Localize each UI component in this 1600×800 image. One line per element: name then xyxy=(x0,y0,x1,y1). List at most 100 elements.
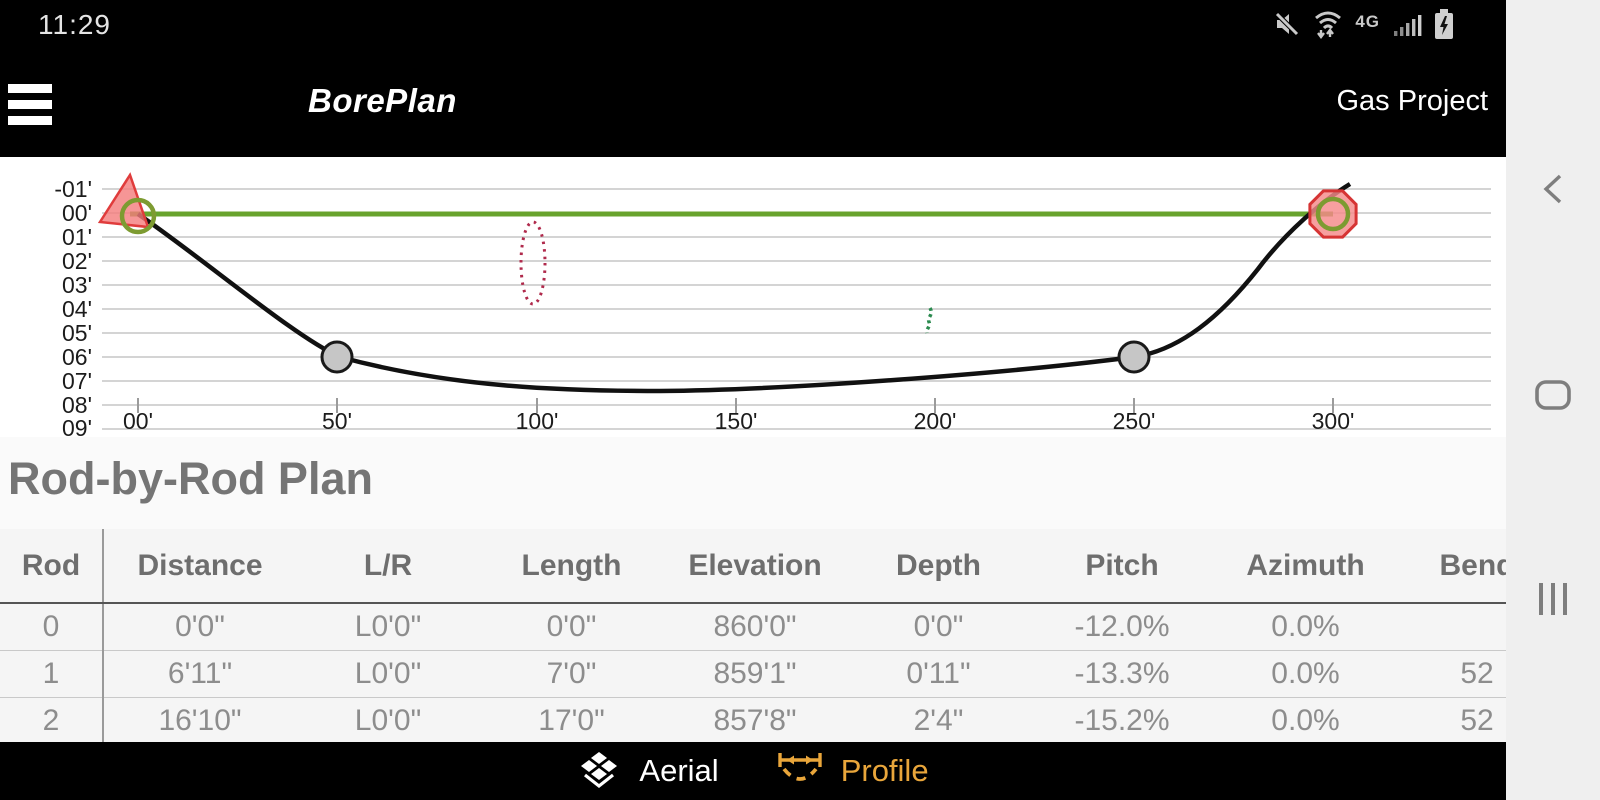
svg-text:03': 03' xyxy=(62,272,92,298)
entry-marker[interactable] xyxy=(97,172,157,235)
cell-pitch: -12.0% xyxy=(1030,603,1214,651)
x-axis-labels: 00' 50' 100' 150' 200' 250' 300' xyxy=(123,408,1354,434)
svg-text:300': 300' xyxy=(1312,408,1355,434)
svg-text:09': 09' xyxy=(62,415,92,437)
back-button[interactable] xyxy=(1506,164,1600,216)
svg-text:100': 100' xyxy=(516,408,559,434)
svg-text:08': 08' xyxy=(62,392,92,418)
col-header-bend: Bend xyxy=(1397,529,1506,604)
cell-length: 17'0" xyxy=(480,697,663,742)
plan-table-wrap[interactable]: Rod Distance L/R Length Elevation Depth … xyxy=(0,529,1506,742)
app-bar: BorePlan Gas Project xyxy=(0,52,1506,157)
exit-marker[interactable] xyxy=(1308,189,1358,239)
cell-lr: L0'0" xyxy=(296,650,480,698)
recents-icon xyxy=(1538,581,1568,620)
x-axis-ticks xyxy=(137,398,1334,413)
obstacle-ellipse[interactable] xyxy=(519,220,547,306)
waypoint-marker-50ft[interactable] xyxy=(320,340,354,374)
svg-text:02': 02' xyxy=(62,248,92,274)
mute-icon xyxy=(1273,10,1301,43)
layers-icon xyxy=(577,748,621,795)
cell-lr: L0'0" xyxy=(296,697,480,742)
cell-elevation: 860'0" xyxy=(663,603,847,651)
cell-bend xyxy=(1397,603,1506,651)
table-row[interactable]: 0 0'0" L0'0" 0'0" 860'0" 0'0" -12.0% 0.0… xyxy=(0,603,1506,651)
cell-depth: 0'11" xyxy=(847,650,1030,698)
entry-ring xyxy=(119,197,157,235)
cell-pitch: -13.3% xyxy=(1030,650,1214,698)
svg-text:00': 00' xyxy=(123,408,153,434)
cell-distance: 0'0" xyxy=(103,603,296,651)
cell-rod: 0 xyxy=(0,603,104,651)
android-nav-bar xyxy=(1506,0,1600,800)
cell-azimuth: 0.0% xyxy=(1214,603,1397,651)
bore-profile-icon xyxy=(777,749,823,794)
cell-rod: 2 xyxy=(0,697,104,742)
cell-elevation: 859'1" xyxy=(663,650,847,698)
chart-gridlines xyxy=(102,188,1491,430)
bore-profile-chart[interactable]: -01' 00' 01' 02' 03' 04' 05' 06' 07' 08'… xyxy=(0,157,1506,437)
col-header-depth: Depth xyxy=(847,529,1030,604)
cell-lr: L0'0" xyxy=(296,603,480,651)
cell-pitch: -15.2% xyxy=(1030,697,1214,742)
cell-length: 0'0" xyxy=(480,603,663,651)
back-icon xyxy=(1543,173,1563,208)
svg-text:00': 00' xyxy=(62,200,92,226)
tab-aerial[interactable]: Aerial xyxy=(577,748,719,795)
col-header-rod: Rod xyxy=(0,529,104,604)
status-icons: 4G xyxy=(1273,8,1454,44)
wifi-icon xyxy=(1313,8,1343,45)
table-row[interactable]: 2 16'10" L0'0" 17'0" 857'8" 2'4" -15.2% … xyxy=(0,697,1506,742)
battery-charging-icon xyxy=(1434,8,1454,45)
cell-distance: 6'11" xyxy=(103,650,296,698)
cell-elevation: 857'8" xyxy=(663,697,847,742)
hamburger-icon xyxy=(8,84,52,93)
tab-profile[interactable]: Profile xyxy=(777,749,929,794)
y-axis-labels: -01' 00' 01' 02' 03' 04' 05' 06' 07' 08'… xyxy=(54,176,92,437)
home-button[interactable] xyxy=(1506,370,1600,422)
cell-rod: 1 xyxy=(0,650,104,698)
obstacle-tick[interactable] xyxy=(925,307,933,334)
col-header-elevation: Elevation xyxy=(663,529,847,604)
status-bar: 11:29 4G xyxy=(0,0,1506,52)
svg-text:04': 04' xyxy=(62,296,92,322)
svg-text:05': 05' xyxy=(62,320,92,346)
cell-length: 7'0" xyxy=(480,650,663,698)
table-row[interactable]: 1 6'11" L0'0" 7'0" 859'1" 0'11" -13.3% 0… xyxy=(0,650,1506,698)
plan-section: Rod-by-Rod Plan Rod Distance L/R Length … xyxy=(0,437,1506,742)
col-header-distance: Distance xyxy=(103,529,296,604)
cell-distance: 16'10" xyxy=(103,697,296,742)
svg-text:01': 01' xyxy=(62,224,92,250)
cell-depth: 2'4" xyxy=(847,697,1030,742)
waypoint-marker-250ft[interactable] xyxy=(1117,340,1151,374)
menu-button[interactable] xyxy=(8,84,54,126)
exit-ring xyxy=(1315,196,1351,232)
table-header-row: Rod Distance L/R Length Elevation Depth … xyxy=(0,529,1506,604)
svg-text:50': 50' xyxy=(322,408,352,434)
svg-text:07': 07' xyxy=(62,368,92,394)
project-name[interactable]: Gas Project xyxy=(1336,85,1489,117)
app-title: BorePlan xyxy=(308,82,457,119)
plan-table: Rod Distance L/R Length Elevation Depth … xyxy=(0,529,1506,742)
recents-button[interactable] xyxy=(1506,574,1600,626)
col-header-azimuth: Azimuth xyxy=(1214,529,1397,604)
col-header-pitch: Pitch xyxy=(1030,529,1214,604)
svg-text:150': 150' xyxy=(715,408,758,434)
cell-depth: 0'0" xyxy=(847,603,1030,651)
cell-bend: 52 xyxy=(1397,697,1506,742)
bottom-tab-bar: Aerial Profile xyxy=(0,742,1506,800)
svg-text:250': 250' xyxy=(1113,408,1156,434)
status-time: 11:29 xyxy=(38,9,111,40)
lte-icon: 4G xyxy=(1355,12,1380,31)
tab-label: Aerial xyxy=(639,753,719,788)
tab-label: Profile xyxy=(840,753,929,788)
cell-azimuth: 0.0% xyxy=(1214,650,1397,698)
col-header-length: Length xyxy=(480,529,663,604)
svg-text:06': 06' xyxy=(62,344,92,370)
home-icon xyxy=(1534,379,1572,414)
col-header-lr: L/R xyxy=(296,529,480,604)
plan-heading: Rod-by-Rod Plan xyxy=(8,453,373,504)
svg-text:200': 200' xyxy=(914,408,957,434)
svg-text:-01': -01' xyxy=(54,176,92,202)
